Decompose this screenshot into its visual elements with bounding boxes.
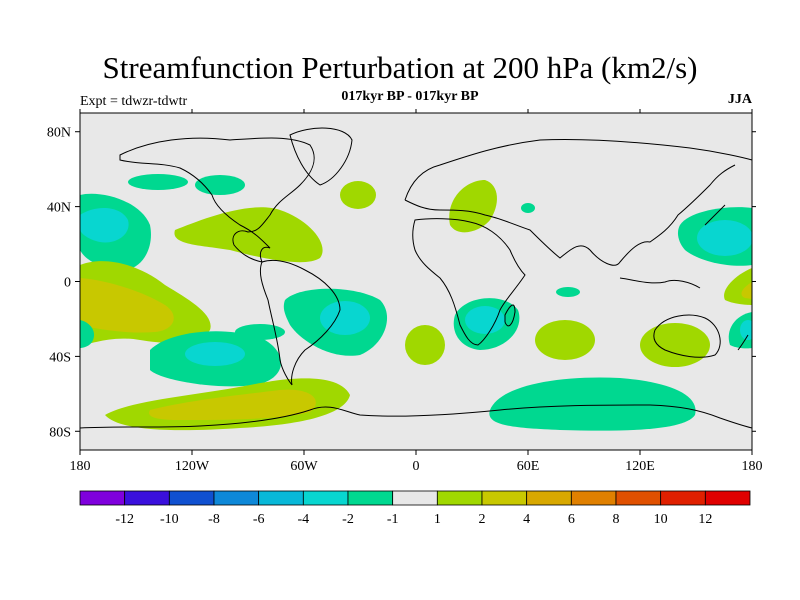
coast-australia [653,314,721,358]
contour-europe [449,180,497,233]
season-label: JJA [727,92,752,107]
coast-africa [412,218,526,346]
coast-japan [704,204,726,226]
colorbar-swatch [79,490,126,506]
contour-safrica-inner [465,306,505,334]
coastlines [80,127,752,429]
contour-npacific-inner [80,208,129,243]
colorbar-label: -4 [297,512,309,527]
contour-west-edge [80,320,95,348]
lon-tick-label: 60E [517,459,540,474]
contour-middle-east-small [521,203,535,213]
coast-newzealand [737,334,749,351]
colorbar-swatch [570,490,617,506]
contour-brazil-inner [320,301,370,335]
colorbar-label: -2 [342,512,354,527]
colorbar: -12 -10 -8 -6 -4 -2 -1 1 2 4 6 8 10 12 [79,490,751,527]
plot-subtitle: 017kyr BP - 017kyr BP [341,89,479,104]
experiment-label: Expt = tdwzr-tdwtr [80,94,188,109]
lat-tick-label: 80S [49,425,71,440]
coast-antarctica [80,404,752,429]
colorbar-label: 6 [568,512,575,527]
contour-canada [195,175,245,195]
contour-wpacific-inner [697,220,752,256]
contour-se-edge-inner [740,320,752,340]
contour-epacific-inner [80,278,174,333]
lat-tick-label: 0 [64,276,71,291]
colorbar-label: -1 [387,512,399,527]
coast-greenland [289,127,353,186]
lat-tick-label: 40N [47,201,71,216]
colorbar-label: -6 [253,512,265,527]
lon-tick-label: 180 [742,459,763,474]
coast-madagascar [504,304,516,327]
lon-tick-label: 120W [175,459,210,474]
contour-spacific-small [235,324,285,340]
contour-nw-pacific-small [128,174,188,190]
contour-indian-small [556,287,580,297]
contour-indian-ocean [535,320,595,360]
colorbar-swatch [168,490,215,506]
coast-north-america [119,137,315,263]
contour-australia [640,323,710,367]
colorbar-swatch [660,490,706,506]
coast-eurasia [404,138,752,266]
colorbar-label: -10 [160,512,179,527]
lon-tick-label: 60W [290,459,318,474]
contour-satlantic [405,325,445,365]
colorbar-label: -12 [115,512,134,527]
contour-natlantic [174,207,323,263]
contour-spacific-inner [185,342,245,366]
axis-ticks: 180 120W 60W 0 60E 120E 180 80N 40N 0 40S 80S [47,109,763,474]
colorbar-swatch [124,490,170,506]
contour-n-atlantic-small [340,181,376,209]
colorbar-swatch [347,490,394,506]
coast-south-america [259,259,341,386]
colorbar-swatch [436,490,483,506]
lon-tick-label: 120E [625,459,655,474]
lon-tick-label: 0 [413,459,420,474]
colorbar-label: 4 [523,512,530,527]
lat-tick-label: 80N [47,126,71,141]
contour-fields [80,174,752,431]
colorbar-label: -8 [208,512,220,527]
colorbar-swatch [615,490,662,506]
colorbar-label: 10 [654,512,668,527]
colorbar-swatch [481,490,528,506]
lat-tick-label: 40S [49,350,71,365]
contour-southern-pacific-inner [149,389,316,420]
colorbar-swatch [704,490,751,506]
colorbar-swatch [213,490,260,506]
contour-east-edge-inner [741,282,752,299]
plot-title: Streamfunction Perturbation at 200 hPa (… [102,50,698,85]
colorbar-label: 1 [434,512,441,527]
colorbar-label: 8 [613,512,620,527]
colorbar-swatch [526,490,572,506]
colorbar-label: 12 [698,512,712,527]
lon-tick-label: 180 [70,459,91,474]
colorbar-label: 2 [479,512,486,527]
colorbar-swatch [258,490,304,506]
coast-indonesia [619,277,701,289]
contour-southern-indian [489,377,696,431]
colorbar-swatch [392,490,438,506]
colorbar-swatch [302,490,349,506]
